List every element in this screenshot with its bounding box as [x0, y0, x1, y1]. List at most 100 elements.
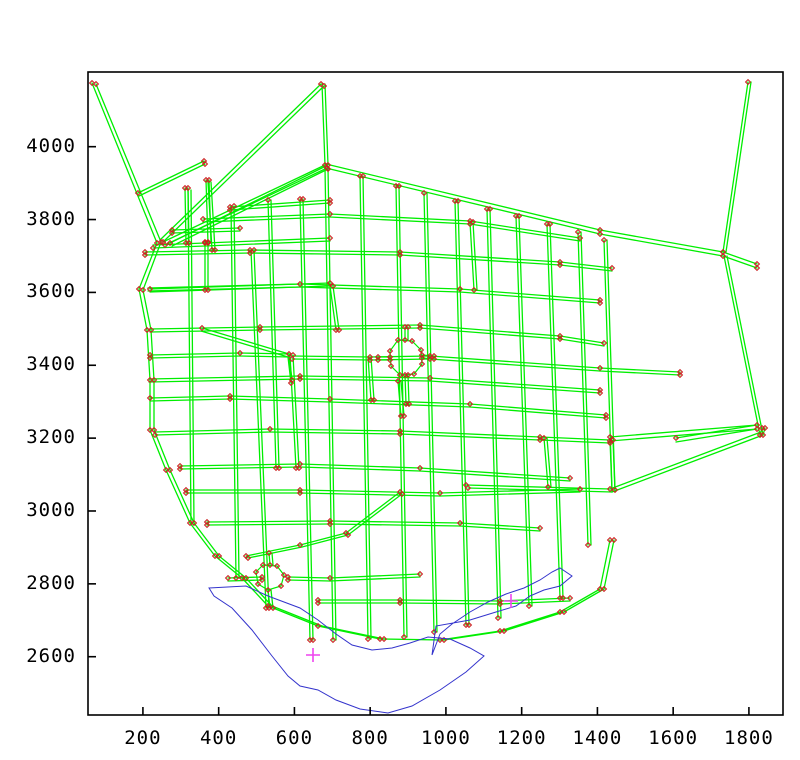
network-node-marker — [759, 431, 767, 439]
network-node-marker — [146, 376, 154, 384]
network-node-marker — [364, 635, 372, 643]
network-node-marker — [606, 433, 614, 441]
network-node-marker — [374, 353, 382, 361]
network-node-marker — [296, 486, 304, 494]
network-node-marker — [394, 336, 402, 344]
y-tick-label: 4000 — [26, 134, 76, 157]
network-node-marker — [289, 351, 297, 359]
network-node-marker — [143, 326, 151, 334]
network-node-marker — [161, 241, 169, 249]
network-node-marker — [226, 395, 234, 403]
network-node-marker — [326, 210, 334, 218]
network-node-marker — [396, 248, 404, 256]
network-node-marker — [418, 354, 426, 362]
centroid-marker-east — [504, 594, 518, 608]
network-node-marker — [574, 228, 582, 236]
network-node-marker — [150, 426, 158, 434]
network-node-marker — [466, 400, 474, 408]
network-node-marker — [386, 353, 394, 361]
network-node-marker — [236, 349, 244, 357]
network-node-marker — [254, 580, 262, 588]
network-node-marker — [584, 541, 592, 549]
network-node-marker — [266, 561, 274, 569]
network-node-marker — [408, 337, 416, 345]
network-node-marker — [326, 520, 334, 528]
network-node-marker — [284, 576, 292, 584]
network-node-marker — [230, 202, 238, 210]
network-node-marker — [288, 376, 296, 384]
network-node-marker — [536, 436, 544, 444]
network-node-marker — [753, 421, 761, 429]
network-node-marker — [147, 326, 155, 334]
network-node-marker — [609, 436, 617, 444]
network-node-marker — [464, 484, 472, 492]
zone-centroids-layer — [306, 594, 518, 662]
network-node-marker — [168, 229, 176, 237]
network-node-marker — [596, 389, 604, 397]
network-node-marker — [536, 524, 544, 532]
network-node-marker — [296, 489, 304, 497]
network-node-marker — [596, 364, 604, 372]
network-node-marker — [380, 635, 388, 643]
network-node-marker — [566, 594, 574, 602]
network-node-marker — [540, 434, 548, 442]
network-node-marker — [456, 519, 464, 527]
network-node-marker — [259, 561, 267, 569]
network-node-marker — [146, 354, 154, 362]
network-node-marker — [606, 437, 614, 445]
network-node-marker — [184, 184, 192, 192]
network-node-marker — [256, 323, 264, 331]
network-node-marker — [246, 246, 254, 254]
network-node-marker — [244, 554, 252, 562]
network-node-marker — [366, 353, 374, 361]
y-tick-label: 3000 — [26, 498, 76, 521]
network-node-marker — [134, 189, 142, 197]
y-tick-label: 2800 — [26, 571, 76, 594]
network-node-marker — [600, 236, 608, 244]
network-node-marker — [386, 347, 394, 355]
network-node-marker — [602, 414, 610, 422]
network-node-marker — [166, 239, 174, 247]
network-node-marker — [320, 82, 328, 90]
network-node-marker — [204, 286, 212, 294]
network-node-marker — [326, 574, 334, 582]
network-node-marker — [494, 614, 502, 622]
network-node-marker — [600, 585, 608, 593]
network-node-marker — [387, 362, 395, 370]
network-node-marker — [416, 324, 424, 332]
network-node-marker — [252, 568, 260, 576]
network-node-marker — [456, 285, 464, 293]
network-links-layer — [91, 81, 766, 641]
network-node-marker — [430, 355, 438, 363]
x-tick-label: 200 — [124, 727, 162, 749]
network-node-marker — [176, 462, 184, 470]
x-tick-label: 1400 — [572, 727, 623, 749]
network-node-marker — [386, 356, 394, 364]
network-node-marker — [556, 608, 564, 616]
network-node-marker — [608, 264, 616, 272]
network-node-marker — [314, 599, 322, 607]
network-node-marker — [753, 264, 761, 272]
network-node-marker — [418, 351, 426, 359]
network-node-marker — [719, 248, 727, 256]
network-node-marker — [676, 371, 684, 379]
network-node-marker — [556, 335, 564, 343]
network-node-marker — [761, 424, 769, 432]
network-node-marker — [176, 465, 184, 473]
network-node-marker — [296, 280, 304, 288]
network-node-marker — [326, 279, 334, 287]
network-node-marker — [205, 176, 213, 184]
network-node-marker — [146, 351, 154, 359]
network-node-marker — [410, 370, 418, 378]
network-node-marker — [544, 483, 552, 491]
network-node-marker — [600, 339, 608, 347]
network-nodes-layer — [88, 78, 769, 644]
network-node-marker — [256, 326, 264, 334]
network-node-marker — [166, 466, 174, 474]
network-node-marker — [396, 251, 404, 259]
network-node-marker — [288, 355, 296, 363]
network-node-marker — [226, 206, 234, 214]
network-node-marker — [296, 375, 304, 383]
